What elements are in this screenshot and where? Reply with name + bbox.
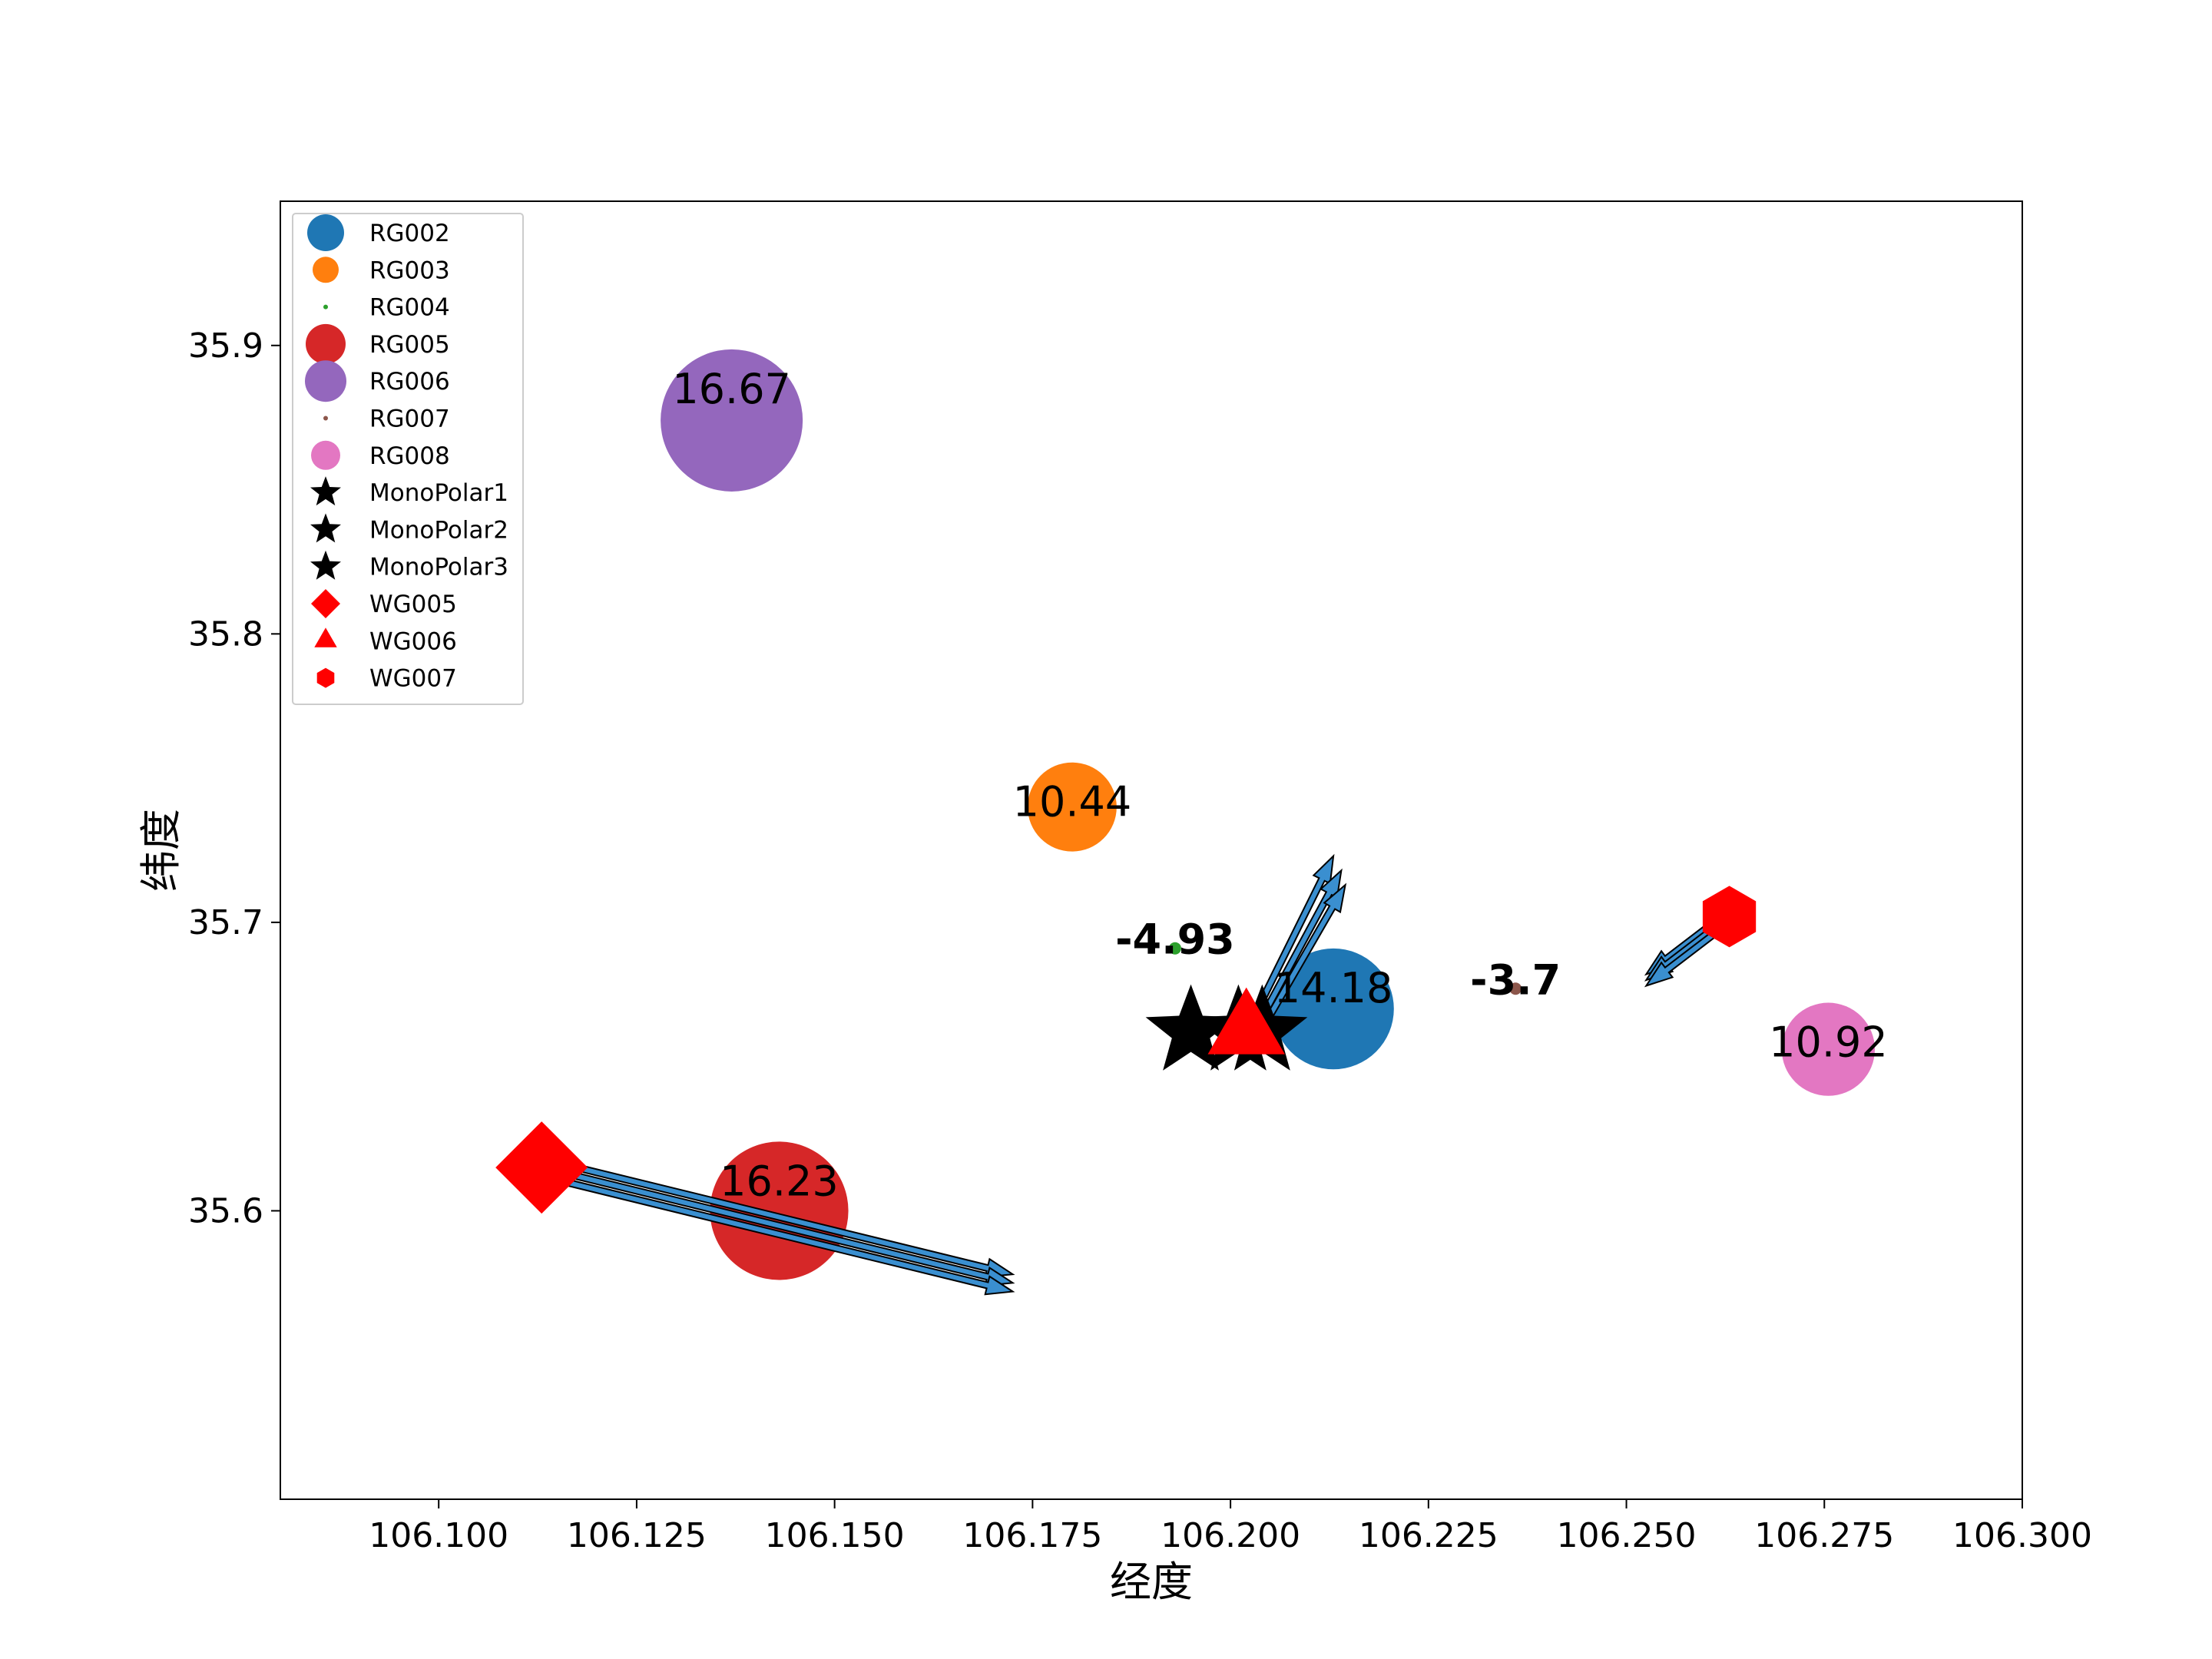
data-label-rg006: 16.67 <box>672 365 791 413</box>
y-tick-label: 35.9 <box>188 326 263 366</box>
plot-content: 14.18 10.44 -4.93 16.23 16.67 -3.7 10.92 <box>495 349 1888 1296</box>
legend-label-monopolar2: MonoPolar2 <box>369 516 508 544</box>
legend-marker-wg005 <box>311 589 340 618</box>
legend-label-rg008: RG008 <box>369 442 450 470</box>
legend-label-wg005: WG005 <box>369 591 457 618</box>
wind-gauge-point-wg007 <box>1702 886 1757 948</box>
y-tick-label: 35.8 <box>188 614 263 654</box>
rain-gauge-point-rg002 <box>1273 948 1394 1070</box>
wind-arrow-wg005-2 <box>539 1163 1015 1287</box>
plot-frame <box>280 200 2023 1500</box>
legend-marker-rg008 <box>311 440 340 470</box>
y-axis-title: 纬度 <box>137 809 185 892</box>
legend-marker-wg007 <box>316 667 335 688</box>
legend-label-wg006: WG006 <box>369 628 457 655</box>
legend-marker-rg006 <box>305 360 346 402</box>
legend-label-rg004: RG004 <box>369 294 450 322</box>
legend-label-wg007: WG007 <box>369 665 457 693</box>
x-tick-label: 106.200 <box>1161 1516 1300 1555</box>
legend-label-monopolar1: MonoPolar1 <box>369 479 508 507</box>
rain-gauge-point-rg003 <box>1027 762 1117 852</box>
data-label-rg008: 10.92 <box>1769 1018 1888 1067</box>
x-axis-title: 经度 <box>1110 1558 1193 1606</box>
data-label-rg002: 14.18 <box>1274 964 1393 1012</box>
legend: RG002 RG003 RG004 RG005 RG006 RG007 RG008 MonoP… <box>292 213 524 705</box>
legend-marker-rg004 <box>323 304 328 310</box>
legend-marker-rg003 <box>313 257 339 283</box>
x-tick-label: 106.125 <box>567 1516 707 1555</box>
legend-marker-monopolar3 <box>310 550 341 580</box>
legend-marker-rg005 <box>306 323 346 364</box>
legend-label-rg002: RG002 <box>369 220 450 247</box>
rain-gauge-point-rg006 <box>661 349 803 492</box>
wind-gauge-point-wg006 <box>1207 987 1285 1055</box>
data-label-rg007: -3.7 <box>1470 955 1561 1004</box>
x-tick-label: 106.250 <box>1557 1516 1697 1555</box>
rain-gauge-point-rg004 <box>1168 942 1181 955</box>
wind-arrow-wg005-3 <box>539 1172 1015 1296</box>
data-label-rg003: 10.44 <box>1013 778 1132 826</box>
rain-gauge-point-rg008 <box>1781 1002 1876 1096</box>
y-tick-label: 35.6 <box>188 1191 263 1230</box>
legend-marker-monopolar2 <box>310 513 341 543</box>
legend-label-rg006: RG006 <box>369 368 450 396</box>
x-tick-label: 106.275 <box>1754 1516 1894 1555</box>
legend-marker-rg007 <box>323 416 328 421</box>
wind-arrow-wg005-1 <box>539 1154 1015 1278</box>
rain-gauge-point-rg007 <box>1509 982 1522 995</box>
legend-box <box>292 213 524 705</box>
legend-marker-monopolar1 <box>310 476 341 506</box>
legend-label-rg003: RG003 <box>369 257 450 284</box>
legend-label-rg005: RG005 <box>369 331 450 359</box>
monopolar-point-monopolar1 <box>1145 984 1237 1071</box>
x-tick-label: 106.225 <box>1359 1516 1498 1555</box>
wind-arrow-wg006-3 <box>1258 882 1347 1032</box>
y-axis: 35.6 35.7 35.8 35.9 <box>188 326 280 1230</box>
y-tick-label: 35.7 <box>188 903 263 942</box>
legend-label-monopolar3: MonoPolar3 <box>369 554 508 581</box>
legend-label-rg007: RG007 <box>369 406 450 433</box>
wind-gauge-point-wg005 <box>495 1121 588 1214</box>
x-tick-label: 106.300 <box>1952 1516 2092 1555</box>
x-tick-label: 106.100 <box>369 1516 508 1555</box>
x-axis: 106.100 106.125 106.150 106.175 106.200 106.2… <box>369 1499 2092 1555</box>
legend-marker-wg006 <box>314 628 337 647</box>
legend-marker-rg002 <box>307 214 344 251</box>
x-tick-label: 106.150 <box>765 1516 905 1555</box>
x-tick-label: 106.175 <box>962 1516 1102 1555</box>
data-label-rg004: -4.93 <box>1115 916 1235 964</box>
data-label-rg005: 16.23 <box>720 1157 839 1205</box>
